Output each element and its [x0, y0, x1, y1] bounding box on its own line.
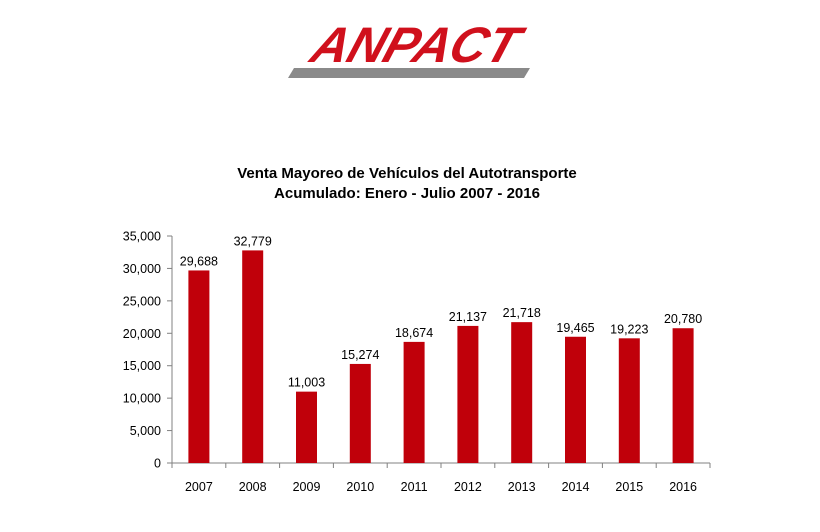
y-tick-label: 30,000 — [123, 262, 161, 276]
y-tick-label: 25,000 — [123, 294, 161, 308]
data-label: 15,274 — [341, 348, 379, 362]
x-tick-label: 2016 — [669, 480, 697, 494]
x-tick-label: 2010 — [346, 480, 374, 494]
bar — [188, 270, 210, 463]
data-label: 11,003 — [288, 376, 325, 390]
data-label: 32,779 — [234, 234, 272, 248]
data-label: 18,674 — [395, 326, 433, 340]
bar — [403, 341, 425, 463]
data-label: 19,223 — [610, 322, 648, 336]
chart-subtitle: Acumulado: Enero - Julio 2007 - 2016 — [274, 185, 540, 202]
x-tick-label: 2014 — [562, 480, 590, 494]
y-tick-label: 20,000 — [123, 327, 161, 341]
bar — [565, 336, 586, 463]
x-tick-label: 2007 — [185, 480, 213, 494]
chart-axes: 0 5,000 10,000 15,000 20,000 25,000 30,000 35,0… — [123, 230, 711, 471]
data-label: 29,688 — [180, 254, 218, 268]
x-tick-label: 2008 — [239, 480, 267, 494]
bar — [511, 322, 533, 463]
data-label: 21,137 — [449, 310, 487, 324]
bar — [457, 325, 479, 463]
y-tick-label: 0 — [154, 457, 161, 471]
x-tick-label: 2015 — [615, 480, 643, 494]
bar — [242, 250, 264, 463]
y-tick-label: 35,000 — [123, 230, 161, 244]
logo-underline — [288, 68, 530, 78]
data-label: 21,718 — [503, 306, 541, 320]
chart-bars — [188, 250, 694, 463]
data-label: 19,465 — [556, 321, 594, 335]
x-tick-label: 2013 — [508, 480, 536, 494]
bar — [672, 328, 694, 463]
y-tick-label: 15,000 — [123, 359, 161, 373]
chart-title: Venta Mayoreo de Vehículos del Autotrans… — [237, 165, 577, 182]
x-tick-label: 2012 — [454, 480, 482, 494]
bar — [349, 363, 371, 463]
y-tick-label: 10,000 — [123, 392, 161, 406]
bar — [296, 391, 317, 463]
logo-text: ANPACT — [303, 17, 531, 73]
bar — [618, 338, 640, 463]
x-tick-label: 2009 — [293, 480, 321, 494]
y-tick-label: 5,000 — [130, 424, 161, 438]
chart-labels: 29,688 2007 32,779 2008 11,003 2009 15,274 2010… — [180, 234, 702, 494]
anpact-logo: ANPACT — [288, 17, 531, 78]
data-label: 20,780 — [664, 312, 702, 326]
x-tick-label: 2011 — [401, 480, 428, 494]
